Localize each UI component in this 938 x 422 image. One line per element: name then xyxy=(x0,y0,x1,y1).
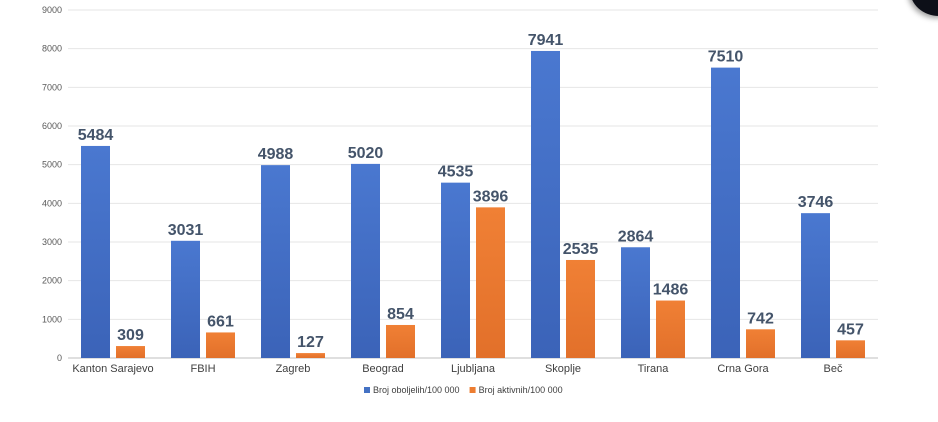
bars xyxy=(81,50,865,359)
bar-oboljelih xyxy=(81,145,110,358)
y-tick-label: 7000 xyxy=(42,82,62,92)
category-label: Ljubljana xyxy=(451,363,496,375)
y-tick-label: 5000 xyxy=(42,160,62,170)
x-axis-category-labels: Kanton Sarajevo FBIH Zagreb Beograd Ljubljan… xyxy=(72,363,843,375)
category-label: Tirana xyxy=(638,363,670,375)
data-label: 4535 xyxy=(438,164,474,181)
category-label: FBIH xyxy=(190,363,215,375)
data-label: 127 xyxy=(297,334,324,351)
bar-oboljelih xyxy=(531,50,560,359)
bar-oboljelih xyxy=(171,240,200,358)
data-label: 2535 xyxy=(563,241,599,258)
data-label: 742 xyxy=(747,310,774,327)
y-tick-label: 0 xyxy=(57,353,62,363)
bar-aktivnih xyxy=(746,329,775,358)
bar-oboljelih xyxy=(441,182,470,358)
data-label: 4988 xyxy=(258,146,294,163)
data-label: 7941 xyxy=(528,32,564,49)
y-axis-tick-labels: 0 1000 2000 3000 4000 5000 6000 7000 8000 9000 xyxy=(42,5,62,363)
category-label: Beč xyxy=(824,363,843,375)
y-tick-label: 1000 xyxy=(42,314,62,324)
data-label: 5484 xyxy=(78,127,114,144)
data-label: 309 xyxy=(117,327,144,344)
category-label: Kanton Sarajevo xyxy=(72,363,153,375)
bar-oboljelih xyxy=(801,213,830,358)
bar-oboljelih xyxy=(351,163,380,358)
data-label: 3746 xyxy=(798,194,834,211)
legend-swatch xyxy=(364,387,370,393)
bar-aktivnih xyxy=(656,300,685,358)
category-label: Beograd xyxy=(362,363,404,375)
y-tick-label: 8000 xyxy=(42,44,62,54)
gridlines xyxy=(68,9,878,359)
bar-oboljelih xyxy=(711,67,740,358)
bar-aktivnih xyxy=(296,353,325,358)
bar-oboljelih xyxy=(261,165,290,358)
data-label: 1486 xyxy=(653,282,689,299)
legend-swatch xyxy=(469,387,476,393)
y-tick-label: 4000 xyxy=(42,198,62,208)
data-label: 3896 xyxy=(473,188,509,205)
y-tick-label: 6000 xyxy=(42,121,62,131)
bar-aktivnih xyxy=(116,346,145,358)
category-label: Zagreb xyxy=(276,363,311,375)
bar-aktivnih xyxy=(836,340,865,358)
bar-aktivnih xyxy=(476,207,505,358)
legend-entry: Broj aktivnih/100 000 xyxy=(479,385,563,395)
legend: Broj oboljelih/100 000 Broj aktivnih/100 … xyxy=(364,385,563,395)
bar-aktivnih xyxy=(386,324,415,358)
data-labels: 5484 309 3031 661 4988 127 5020 854 4535 3896 7941… xyxy=(78,32,864,351)
legend-entry: Broj oboljelih/100 000 xyxy=(373,385,460,395)
data-label: 2864 xyxy=(618,228,654,245)
y-tick-label: 9000 xyxy=(42,5,62,15)
category-label: Crna Gora xyxy=(717,363,769,375)
bar-aktivnih xyxy=(206,332,235,358)
data-label: 5020 xyxy=(348,145,384,162)
data-label: 457 xyxy=(837,321,864,338)
data-label: 661 xyxy=(207,313,234,330)
data-label: 854 xyxy=(387,306,414,323)
y-tick-label: 2000 xyxy=(42,276,62,286)
y-tick-label: 3000 xyxy=(42,237,62,247)
bar-oboljelih xyxy=(621,247,650,358)
data-label: 7510 xyxy=(708,49,744,66)
category-label: Skoplje xyxy=(545,363,581,375)
data-label: 3031 xyxy=(168,222,204,239)
bar-aktivnih xyxy=(566,259,595,358)
